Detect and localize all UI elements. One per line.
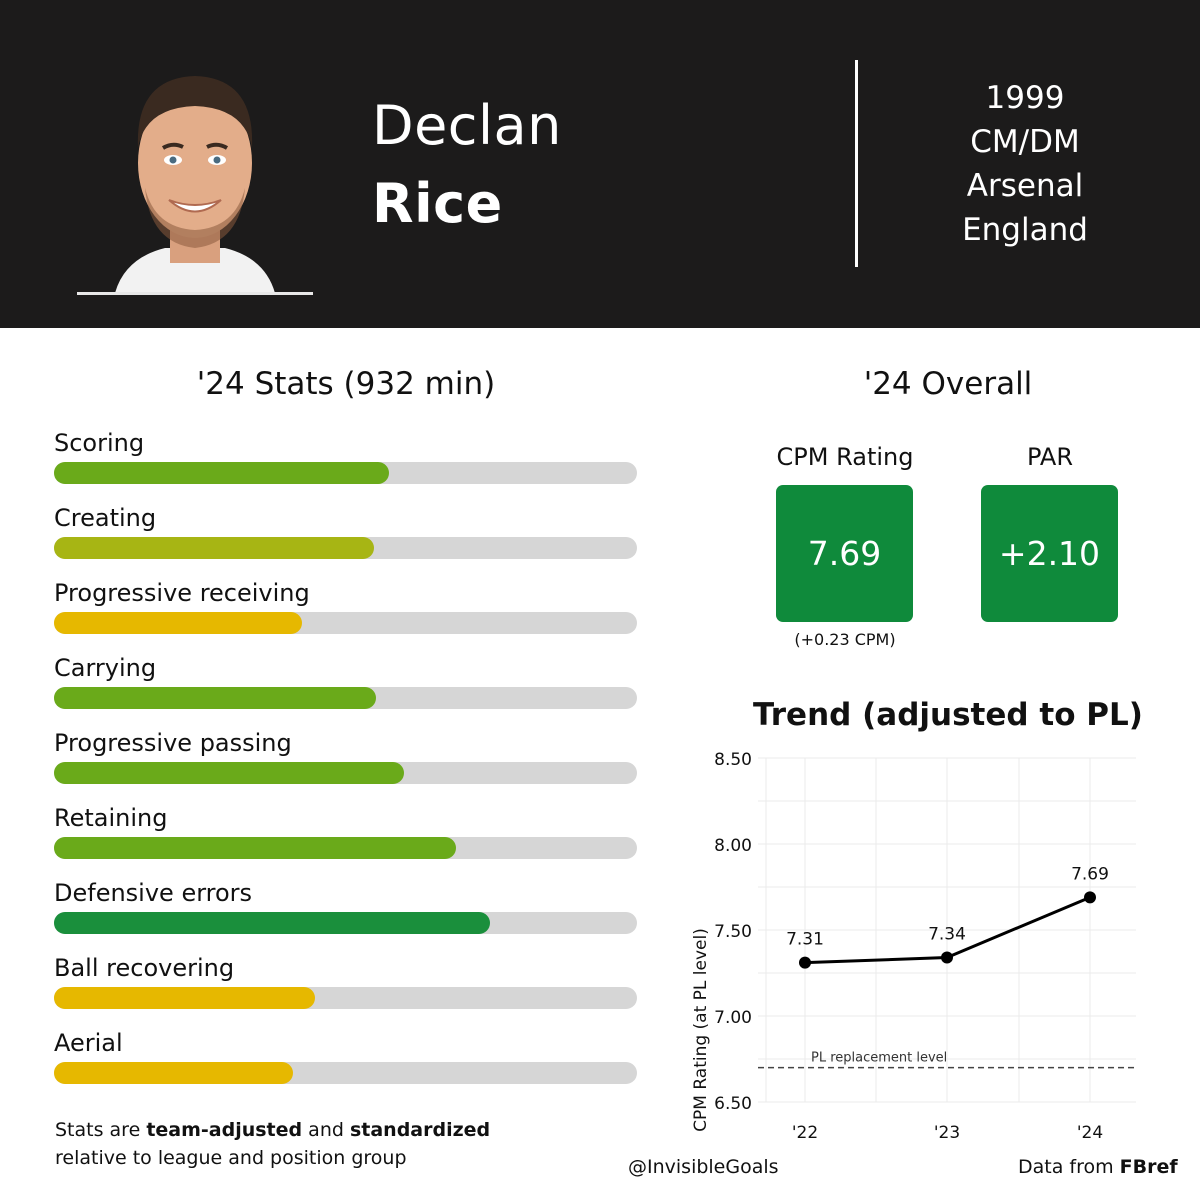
player-club: Arsenal [966, 168, 1084, 204]
par-label: PAR [1026, 443, 1074, 471]
data-source-name: FBref [1119, 1156, 1178, 1178]
stat-bar-fill [54, 1062, 293, 1084]
data-label: 7.34 [928, 925, 966, 945]
stat-bar-fill [54, 612, 302, 634]
x-tick-label: '22 [792, 1123, 818, 1143]
player-info: 1999 CM/DM Arsenal England [900, 76, 1150, 252]
stat-label: Aerial [54, 1029, 123, 1057]
data-point [799, 956, 811, 969]
footnote-text-1: Stats are [55, 1119, 147, 1141]
replacement-level-label: PL replacement level [811, 1051, 947, 1066]
data-point [941, 951, 953, 964]
footnote-text-3: relative to league and position group [55, 1147, 407, 1169]
stat-row: Ball recovering [54, 953, 638, 1009]
portrait-underline [77, 292, 313, 295]
stat-row: Aerial [54, 1028, 638, 1084]
stat-bar-fill [54, 912, 490, 934]
y-tick-label: 8.00 [714, 836, 752, 856]
stat-row: Retaining [54, 803, 638, 859]
stat-bar-track [54, 687, 637, 709]
stat-row: Creating [54, 503, 638, 559]
par-value: +2.10 [998, 534, 1101, 573]
stats-title: '24 Stats (932 min) [196, 366, 496, 402]
stat-label: Retaining [54, 804, 168, 832]
y-tick-label: 7.50 [714, 922, 752, 942]
cpm-rating-delta: (+0.23 CPM) [794, 630, 896, 649]
cpm-rating-label: CPM Rating [776, 443, 914, 471]
stat-bar-fill [54, 987, 315, 1009]
stat-bar-fill [54, 537, 374, 559]
stat-label: Progressive receiving [54, 579, 310, 607]
footnote-bold-2: standardized [349, 1119, 491, 1141]
trend-chart-title: Trend (adjusted to PL) [753, 697, 1143, 733]
stat-bar-track [54, 987, 637, 1009]
cpm-rating-value: 7.69 [807, 534, 882, 573]
stat-bar-track [54, 612, 637, 634]
stat-bar-track [54, 1062, 637, 1084]
data-label: 7.31 [786, 930, 824, 950]
stats-footnote: Stats are team-adjusted and standardized… [55, 1116, 490, 1172]
header-divider [855, 60, 858, 267]
data-label: 7.69 [1071, 864, 1109, 884]
y-tick-label: 7.00 [714, 1008, 752, 1028]
stat-bar-fill [54, 687, 376, 709]
trend-chart: 6.50 7.00 7.50 8.00 8.50 '22 '23 '24 CPM Rating … [691, 750, 1136, 1143]
player-header: Declan Rice 1999 CM/DM Arsenal England [0, 0, 1200, 328]
stat-label: Creating [54, 504, 157, 532]
stat-row: Progressive receiving [54, 578, 638, 634]
stat-row: Defensive errors [54, 878, 638, 934]
stat-label: Carrying [54, 654, 157, 682]
player-position: CM/DM [970, 124, 1080, 160]
cpm-rating-box: 7.69 [776, 485, 913, 622]
y-axis-label: CPM Rating (at PL level) [691, 928, 711, 1132]
stat-bar-track [54, 837, 637, 859]
data-source: Data from FBref [1018, 1156, 1178, 1178]
stat-bar-fill [54, 837, 456, 859]
y-tick-label: 6.50 [714, 1094, 752, 1114]
stat-row: Carrying [54, 653, 638, 709]
player-last-name: Rice [372, 172, 503, 235]
stat-bar-track [54, 912, 637, 934]
footnote-text-2: and [302, 1119, 350, 1141]
stat-row: Progressive passing [54, 728, 638, 784]
stat-label: Ball recovering [54, 954, 235, 982]
data-point [1084, 891, 1096, 904]
player-portrait [115, 76, 275, 293]
player-nation: England [962, 212, 1088, 248]
stat-bar-fill [54, 462, 389, 484]
stat-bar-track [54, 762, 637, 784]
stat-bar-track [54, 462, 637, 484]
par-box: +2.10 [981, 485, 1118, 622]
stat-label: Progressive passing [54, 729, 292, 757]
x-tick-label: '24 [1077, 1123, 1103, 1143]
author-handle: @InvisibleGoals [628, 1156, 779, 1178]
data-source-prefix: Data from [1018, 1156, 1120, 1178]
stat-label: Defensive errors [54, 879, 253, 907]
stat-label: Scoring [54, 429, 145, 457]
footnote-bold-1: team-adjusted [146, 1119, 303, 1141]
x-tick-label: '23 [934, 1123, 960, 1143]
overall-title: '24 Overall [863, 366, 1033, 402]
y-tick-label: 8.50 [714, 750, 752, 770]
player-birth-year: 1999 [985, 80, 1065, 116]
stat-bar-track [54, 537, 637, 559]
stat-bar-fill [54, 762, 404, 784]
stat-row: Scoring [54, 428, 638, 484]
player-first-name: Declan [372, 94, 562, 157]
